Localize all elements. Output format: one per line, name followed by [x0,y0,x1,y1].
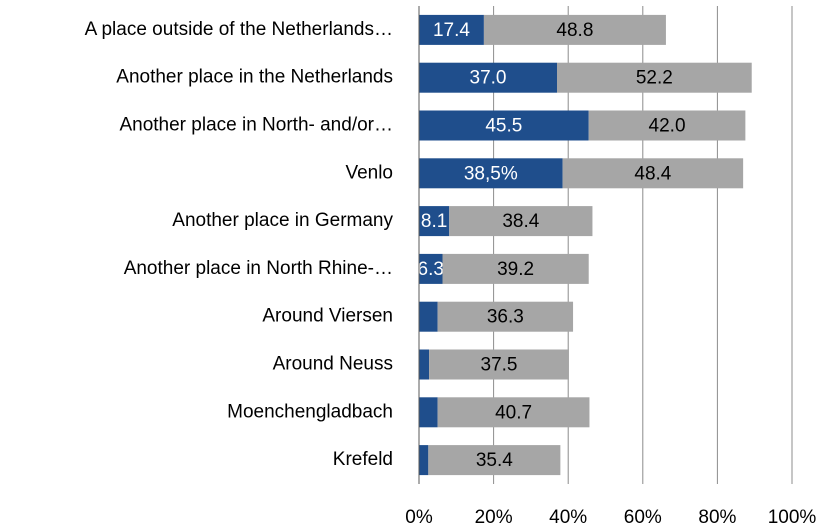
x-tick-label: 80% [698,507,736,528]
data-label: 37.0 [470,68,507,89]
data-label: 38.4 [502,211,539,232]
bar-segment [419,206,450,237]
bar-segment [419,253,443,284]
bar-segment [449,206,593,237]
data-label: 52.2 [636,68,673,89]
x-tick-label: 40% [549,507,587,528]
data-label: 42.0 [649,116,686,137]
bar-segment [419,110,589,141]
bar-segment [419,62,558,93]
y-tick-label: Moenchengladbach [227,401,393,422]
bar-segment [588,110,746,141]
bar-segment [419,301,438,332]
data-label: 37.5 [481,355,518,376]
data-label: 17.4 [433,20,470,41]
data-label: 8.1 [421,211,447,232]
x-tick-label: 20% [475,507,513,528]
y-tick-label: Around Neuss [273,354,393,375]
y-tick-label: Another place in North- and/or… [119,115,393,136]
bar-segment [428,445,561,476]
y-tick-label: Another place in the Netherlands [116,67,393,88]
y-tick-label: A place outside of the Netherlands… [85,19,393,40]
data-label: 36.3 [487,307,524,328]
y-tick-label: Around Viersen [262,306,393,327]
data-label: 39.2 [497,259,534,280]
y-tick-label: Another place in North Rhine-… [124,258,393,279]
data-label: 6.3 [418,259,444,280]
bar-segment [419,14,484,45]
bar-segment [419,349,430,380]
y-tick-label: Another place in Germany [172,210,393,231]
data-label: 48.8 [556,20,593,41]
bar-segment [483,14,666,45]
bar-segment [429,349,569,380]
data-label: 48.4 [634,163,671,184]
data-label: 40.7 [495,402,532,423]
data-label: 45.5 [485,116,522,137]
bar-segment [557,62,752,93]
bar-segment [437,301,574,332]
y-tick-label: Krefeld [333,449,393,470]
x-tick-label: 100% [768,507,817,528]
bar-segment [419,445,429,476]
bar-segment [419,158,563,189]
x-tick-label: 0% [405,507,433,528]
bar-segment [419,397,438,428]
data-label: 35.4 [476,450,513,471]
x-tick-label: 60% [624,507,662,528]
data-label: 38,5% [464,163,518,184]
bar-segment [437,397,590,428]
bar-segment [562,158,744,189]
bar-segment [442,253,589,284]
y-tick-label: Venlo [345,162,393,183]
